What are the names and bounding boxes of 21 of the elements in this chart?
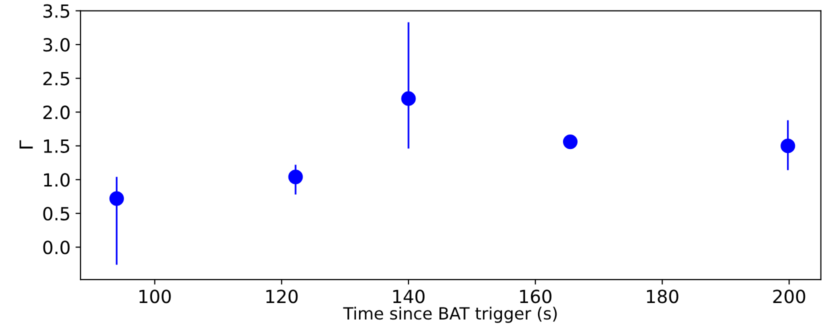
x-tick-label: 180	[647, 290, 678, 304]
point	[562, 134, 578, 150]
point	[401, 91, 416, 106]
y-tick-label: 3.0	[43, 38, 70, 52]
point	[109, 191, 124, 206]
x-tick-label: 100	[139, 290, 171, 304]
y-tick-label: 0.5	[43, 206, 70, 221]
y-tick-label: 2.0	[43, 106, 70, 120]
x-tick-label: 200	[773, 290, 806, 304]
y-tick-label: 3.5	[43, 4, 70, 18]
x-tick-label: 120	[266, 290, 298, 304]
y-tick-label: 1.0	[44, 173, 70, 187]
y-tick-label: 0.0	[43, 240, 70, 254]
y-tick-label: 1.5	[44, 140, 70, 153]
y-tick-label: 2.5	[43, 72, 70, 86]
y-axis-title: Γ	[20, 140, 33, 148]
point	[288, 170, 303, 184]
x-tick-label: 140	[393, 290, 425, 304]
x-tick-label: 160	[520, 290, 552, 304]
point	[780, 138, 796, 154]
x-axis-title: Time since BAT trigger (s)	[343, 306, 557, 323]
